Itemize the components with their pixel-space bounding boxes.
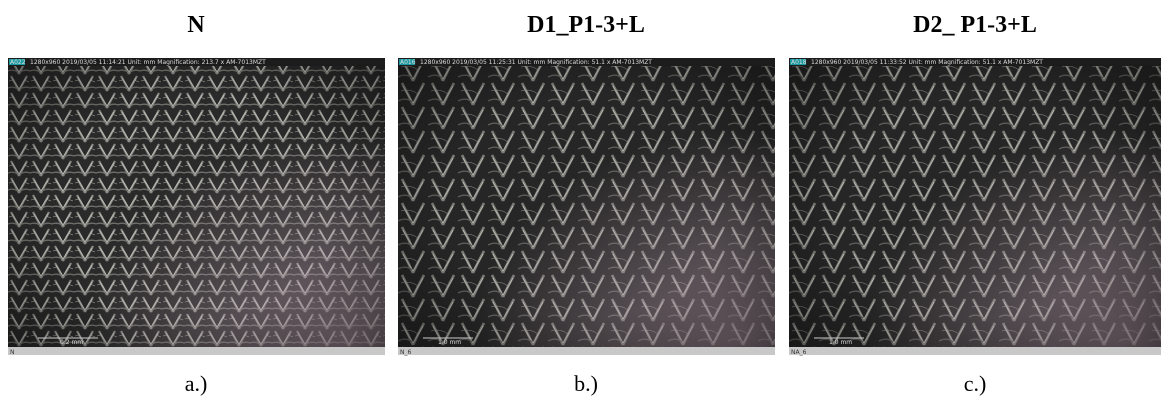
scale-label: 1.0 mm	[438, 339, 461, 346]
image-id: A022	[10, 59, 26, 66]
figure: N A022 1280x960 2019/03/05 11:14:21 Unit…	[0, 0, 1163, 412]
image-footer: N	[10, 349, 15, 356]
image-info: 1280x960 2019/03/05 11:14:21 Unit: mm Ma…	[30, 59, 266, 66]
image-info: 1280x960 2019/03/05 11:33:52 Unit: mm Ma…	[811, 59, 1043, 66]
scale-label: 1.0 mm	[829, 339, 852, 346]
panel-title: N	[187, 12, 205, 38]
panel-caption: a.)	[185, 371, 208, 396]
panel: D2_ P1-3+L A018 1280x960 2019/03/05 11:3…	[789, 12, 1161, 396]
panel-caption: c.)	[964, 371, 987, 396]
image-footer: N_6	[400, 349, 411, 356]
image-info: 1280x960 2019/03/05 11:25:31 Unit: mm Ma…	[420, 59, 652, 66]
image-id: A018	[791, 59, 807, 66]
panel: N A022 1280x960 2019/03/05 11:14:21 Unit…	[8, 12, 385, 396]
panel-title: D1_P1-3+L	[527, 12, 645, 38]
panel: D1_P1-3+L A016 1280x960 2019/03/05 11:25…	[398, 12, 775, 396]
image-id: A016	[400, 59, 416, 66]
scale-label: 0.2 mm	[60, 339, 83, 346]
panel-caption: b.)	[574, 371, 598, 396]
image-footer: NA_6	[791, 349, 807, 356]
panel-title: D2_ P1-3+L	[913, 12, 1037, 38]
